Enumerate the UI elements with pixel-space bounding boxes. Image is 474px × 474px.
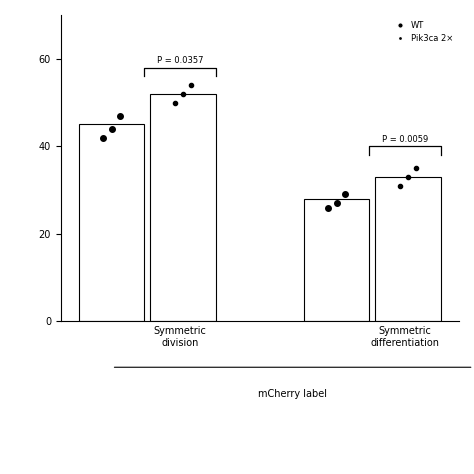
Bar [150,94,216,321]
Legend: WT, Pik3ca 2×: WT, Pik3ca 2× [390,19,455,45]
Text: P = 0.0059: P = 0.0059 [382,135,428,144]
Text: P = 0.0357: P = 0.0357 [157,56,203,65]
Text: mCherry label: mCherry label [258,389,327,399]
Bar [304,199,369,321]
Bar [375,177,441,321]
Bar [79,124,145,321]
